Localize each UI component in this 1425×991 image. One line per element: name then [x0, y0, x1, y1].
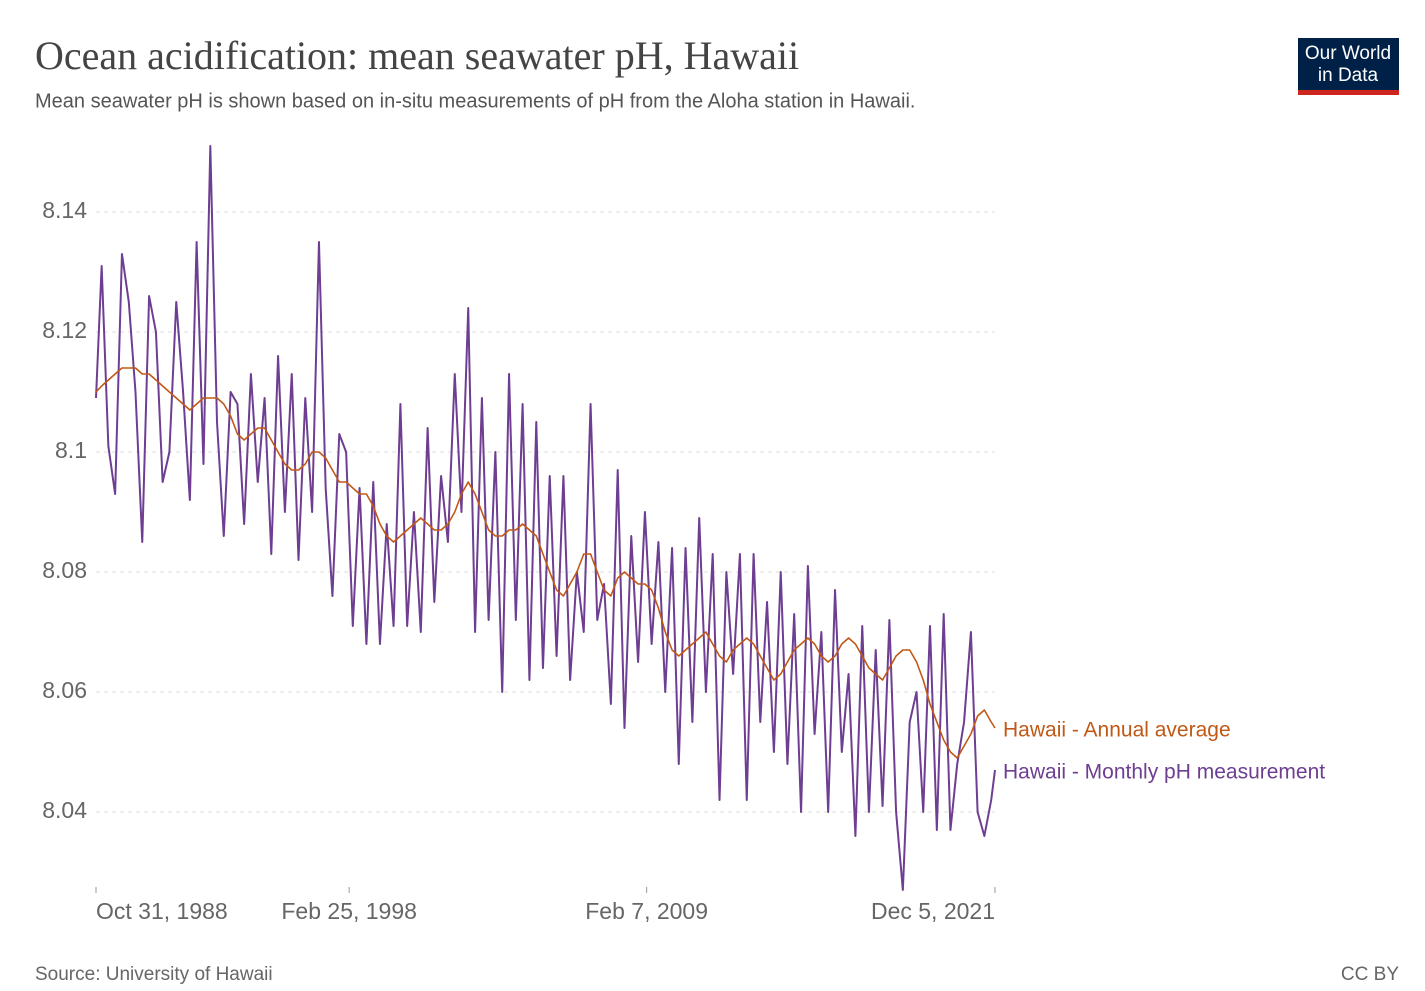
- series-line: [95, 145, 996, 891]
- y-tick-label: 8.08: [42, 557, 87, 583]
- series-label: Hawaii - Annual average: [1003, 719, 1231, 742]
- chart-subtitle: Mean seawater pH is shown based on in-si…: [35, 90, 915, 112]
- y-tick-label: 8.06: [42, 677, 87, 703]
- logo: Our World in Data: [1298, 38, 1399, 95]
- logo-text: Our World: [1305, 43, 1391, 64]
- x-tick-label: Oct 31, 1988: [96, 898, 228, 924]
- chart-title: Ocean acidification: mean seawater pH, H…: [35, 33, 799, 78]
- series-line: [95, 367, 996, 759]
- series-label: Hawaii - Monthly pH measurement: [1003, 761, 1325, 784]
- y-tick-label: 8.14: [42, 197, 87, 223]
- logo-box: [1298, 38, 1399, 95]
- source: Source: University of Hawaii: [35, 964, 273, 985]
- x-tick-label: Feb 7, 2009: [585, 898, 708, 924]
- logo-text: in Data: [1318, 65, 1379, 86]
- logo-bar: [1298, 90, 1399, 95]
- x-tick-label: Dec 5, 2021: [871, 898, 995, 924]
- y-tick-label: 8.12: [42, 317, 87, 343]
- license: CC BY: [1341, 964, 1399, 985]
- x-tick-label: Feb 25, 1998: [281, 898, 417, 924]
- y-tick-label: 8.04: [42, 797, 87, 823]
- y-tick-label: 8.1: [55, 437, 87, 463]
